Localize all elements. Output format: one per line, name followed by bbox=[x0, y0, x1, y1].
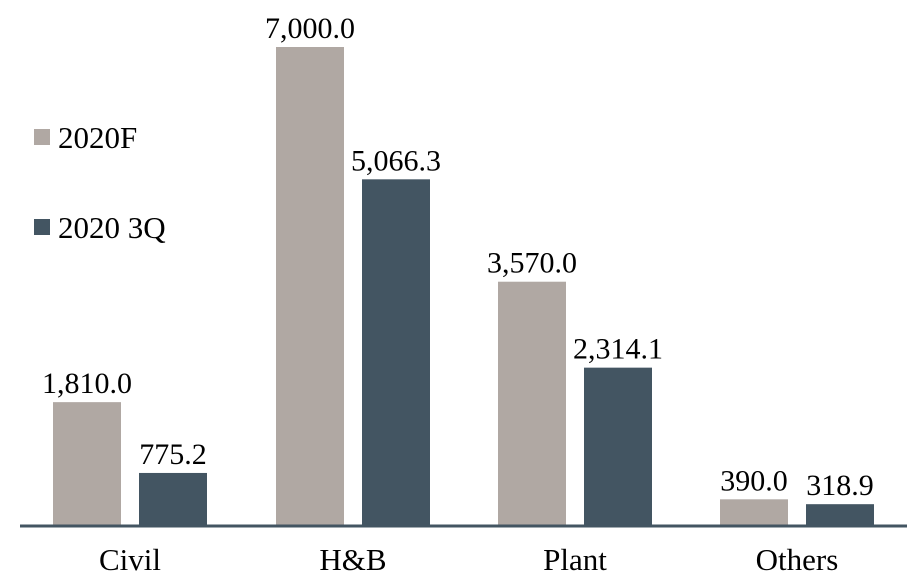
bar-civil-2020f bbox=[53, 402, 121, 526]
bar-handb-2020f bbox=[276, 47, 344, 526]
legend-label-2020f: 2020F bbox=[58, 120, 137, 155]
data-label-handb-2020-3q: 5,066.3 bbox=[351, 144, 441, 177]
tick-label-civil: Civil bbox=[99, 542, 161, 577]
bar-handb-2020-3q bbox=[362, 179, 430, 527]
data-label-handb-2020f: 7,000.0 bbox=[265, 12, 355, 45]
data-label-plant-2020f: 3,570.0 bbox=[487, 247, 577, 280]
bar-others-2020-3q bbox=[806, 504, 874, 526]
bars-group bbox=[53, 47, 874, 527]
data-labels-group: 1,810.0 775.2 7,000.0 5,066.3 3,570.0 2,314.1… bbox=[42, 12, 874, 502]
category-ticks-group: Civil H&B Plant Others bbox=[99, 542, 838, 577]
data-label-others-2020-3q: 318.9 bbox=[806, 469, 874, 502]
legend-label-2020-3q: 2020 3Q bbox=[58, 210, 166, 245]
data-label-civil-2020-3q: 775.2 bbox=[139, 438, 207, 471]
legend-swatch-2020-3q bbox=[34, 219, 50, 235]
legend: 2020F 2020 3Q bbox=[34, 120, 166, 245]
tick-label-handb: H&B bbox=[319, 542, 386, 577]
bar-others-2020f bbox=[720, 499, 788, 526]
tick-label-others: Others bbox=[756, 542, 839, 577]
bar-plant-2020-3q bbox=[584, 367, 652, 526]
bar-civil-2020-3q bbox=[139, 472, 207, 526]
legend-swatch-2020f bbox=[34, 129, 50, 145]
bar-plant-2020f bbox=[498, 281, 566, 526]
data-label-civil-2020f: 1,810.0 bbox=[42, 367, 132, 400]
data-label-plant-2020-3q: 2,314.1 bbox=[573, 333, 663, 366]
data-label-others-2020f: 390.0 bbox=[720, 464, 788, 497]
tick-label-plant: Plant bbox=[543, 542, 607, 577]
